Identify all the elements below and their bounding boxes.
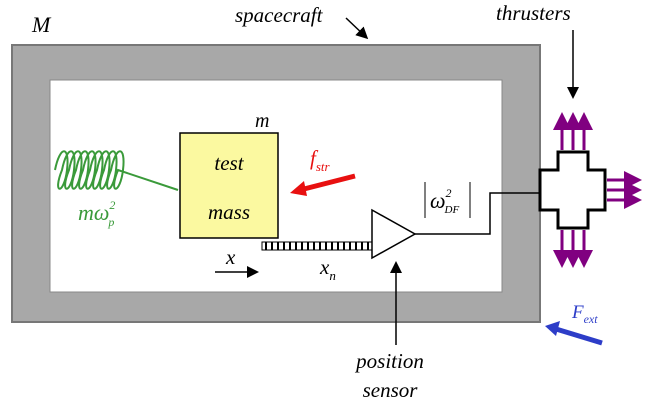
signal-line (415, 192, 540, 235)
sensor (371, 208, 417, 260)
label: M (31, 12, 52, 37)
label: mass (208, 200, 250, 224)
label: x (225, 245, 236, 269)
rod-stripes (265, 242, 369, 250)
thruster-block (538, 150, 607, 230)
label: fstr (310, 146, 331, 174)
spring (54, 150, 179, 191)
abs-bars (424, 182, 471, 218)
label: thrusters (496, 1, 571, 25)
label: sensor (363, 378, 419, 402)
external-force-arrow (555, 326, 603, 346)
label: m (255, 110, 269, 132)
label: mω2 p (78, 198, 115, 229)
test-mass (179, 132, 279, 239)
external-force-head (545, 321, 560, 336)
label: Fext (571, 302, 598, 326)
stray-force-arrow (299, 173, 356, 193)
label: spacecraft (235, 3, 324, 27)
label: test (214, 151, 244, 175)
pointer-arrows (215, 17, 579, 345)
label: position (354, 349, 424, 373)
label: ω2 DF (430, 186, 459, 216)
thrust-arrows (553, 112, 642, 268)
stray-force-head (290, 181, 307, 196)
label: xn (319, 255, 336, 283)
